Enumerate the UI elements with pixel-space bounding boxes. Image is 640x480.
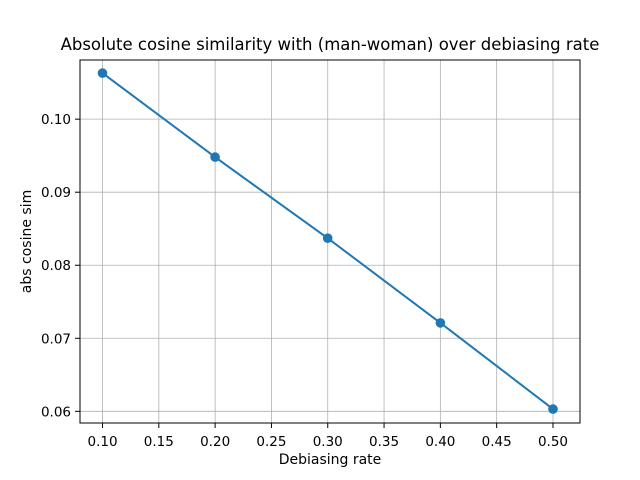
x-tick-label: 0.40 (425, 434, 455, 450)
axes-frame (79, 59, 581, 424)
x-tick-label: 0.20 (200, 434, 230, 450)
data-point-marker (210, 152, 220, 162)
x-tick-label: 0.50 (538, 434, 568, 450)
x-tick-label: 0.25 (256, 434, 286, 450)
x-tick-label: 0.45 (482, 434, 512, 450)
y-tick-label: 0.08 (41, 258, 71, 274)
plot-area: 0.10 0.15 0.20 0.25 0.30 0.35 0.40 0.45 0.50 0.06… (41, 59, 581, 450)
data-point-marker (322, 233, 333, 243)
chart-title: Absolute cosine similarity with (man-wom… (61, 35, 600, 54)
data-point-marker (97, 68, 108, 78)
data-point-marker (548, 404, 558, 414)
x-tick-label: 0.10 (87, 434, 117, 450)
data-point-marker (435, 318, 446, 328)
y-axis-label: abs cosine sim (19, 190, 35, 293)
x-tick-label: 0.30 (313, 434, 343, 450)
y-tick-label: 0.07 (41, 331, 71, 347)
x-tick-label: 0.35 (369, 434, 399, 450)
y-tick-label: 0.09 (41, 185, 71, 201)
y-tick-label: 0.06 (41, 404, 71, 420)
x-tick-label: 0.15 (144, 434, 174, 450)
x-axis-label: Debiasing rate (279, 452, 382, 468)
y-tick-label: 0.10 (41, 112, 71, 128)
